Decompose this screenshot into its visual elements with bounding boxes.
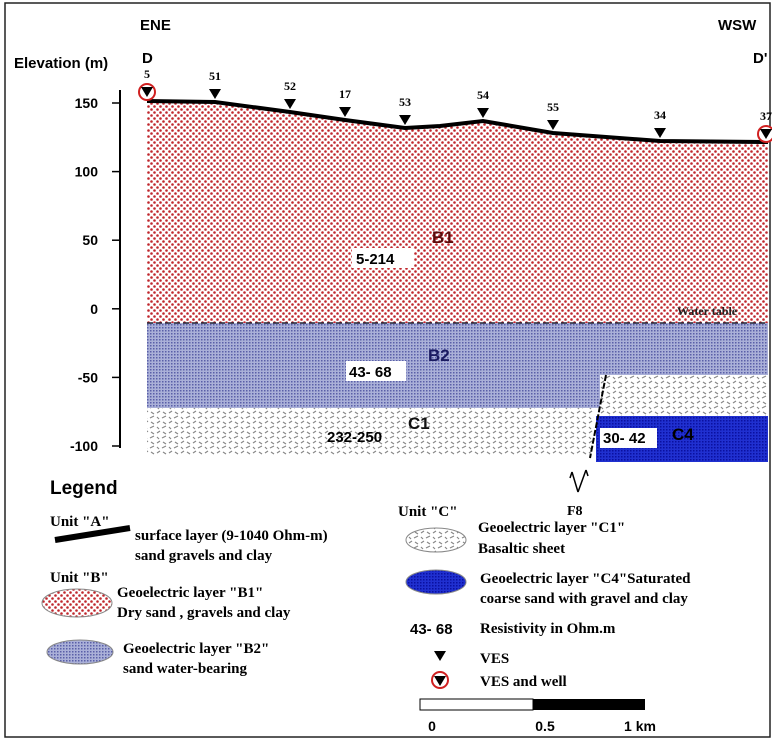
layer-c1-right-lower xyxy=(598,408,768,416)
legend-symbol-c1 xyxy=(406,528,466,552)
legend-well-symbol xyxy=(434,676,446,686)
ves-label: 5 xyxy=(144,67,150,81)
layer-c1-right xyxy=(600,375,768,408)
section-end: D' xyxy=(753,50,767,67)
ves-label: 17 xyxy=(339,87,351,101)
ves-label: 34 xyxy=(654,108,666,122)
legend-text: Geoelectric layer "C4"Saturated xyxy=(480,571,691,587)
layer-b1 xyxy=(147,101,768,323)
direction-right: WSW xyxy=(718,17,757,34)
water-table-label: Water table xyxy=(677,304,738,318)
legend-unit: Unit "B" xyxy=(50,570,109,586)
legend-text: Basaltic sheet xyxy=(478,541,565,557)
ves-symbol xyxy=(399,115,411,125)
legend-resistivity-sample: 43- 68 xyxy=(410,621,453,638)
legend-symbol-b1 xyxy=(42,589,112,617)
scale-label: 1 km xyxy=(624,718,656,734)
tick-label: 50 xyxy=(82,232,98,248)
tick-label: 0 xyxy=(90,301,98,317)
axis-title: Elevation (m) xyxy=(14,55,108,72)
layer-label: B2 xyxy=(428,346,450,365)
tick-label: 150 xyxy=(75,95,99,111)
scale-bar-black xyxy=(533,699,645,710)
legend-text: sand water-bearing xyxy=(123,661,248,677)
scale-label: 0.5 xyxy=(535,718,555,734)
legend-unit: Unit "C" xyxy=(398,504,458,520)
ves-label: 53 xyxy=(399,95,411,109)
fault-symbol xyxy=(570,470,588,492)
section-start: D xyxy=(142,50,153,67)
legend-text: Geoelectric layer "B2" xyxy=(123,641,269,657)
ves-symbol xyxy=(284,99,296,109)
resistivity-label: 5-214 xyxy=(356,251,395,268)
ves-symbol xyxy=(477,108,489,118)
legend-text: Dry sand , gravels and clay xyxy=(117,605,291,621)
scale-label: 0 xyxy=(428,718,436,734)
ves-label: 37 xyxy=(760,109,772,123)
legend-text: Resistivity in Ohm.m xyxy=(480,621,616,637)
ves-label: 54 xyxy=(477,88,489,102)
layer-label: C4 xyxy=(672,425,694,444)
ves-symbol xyxy=(339,107,351,117)
ves-symbol xyxy=(209,89,221,99)
legend-text: VES and well xyxy=(480,674,567,690)
scale-bar-white xyxy=(420,699,533,710)
fault-label: F8 xyxy=(567,504,583,519)
scale-labels: 0 0.5 1 km xyxy=(428,718,656,734)
layer-label: C1 xyxy=(408,414,430,433)
tick-label: -100 xyxy=(70,438,98,454)
ves-symbol xyxy=(654,128,666,138)
legend-text: surface layer (9-1040 Ohm-m) xyxy=(135,528,328,544)
axis-ticks: 150 100 50 0 -50 -100 xyxy=(70,95,120,454)
legend-text: coarse sand with gravel and clay xyxy=(480,591,688,607)
resistivity-label: 30- 42 xyxy=(603,430,646,447)
ves-label: 51 xyxy=(209,69,221,83)
legend-text: VES xyxy=(480,651,509,667)
layer-label: B1 xyxy=(432,228,454,247)
resistivity-label: 232-250 xyxy=(327,429,382,446)
legend-text: sand gravels and clay xyxy=(135,548,273,564)
legend-symbol-b2 xyxy=(47,640,113,664)
tick-label: 100 xyxy=(75,164,99,180)
legend-title: Legend xyxy=(50,478,118,499)
legend-ves-symbol xyxy=(434,651,446,661)
resistivity-label: 43- 68 xyxy=(349,364,392,381)
ves-label: 55 xyxy=(547,100,559,114)
ves-symbol xyxy=(547,120,559,130)
legend-unit: Unit "A" xyxy=(50,514,110,530)
ves-label: 52 xyxy=(284,79,296,93)
legend-symbol-c4 xyxy=(406,570,466,594)
cross-section: ENE WSW D D' Elevation (m) B1 5-214 Wate… xyxy=(0,0,772,738)
tick-label: -50 xyxy=(78,369,98,385)
legend-text: Geoelectric layer "C1" xyxy=(478,520,625,536)
direction-left: ENE xyxy=(140,17,171,34)
legend-text: Geoelectric layer "B1" xyxy=(117,585,263,601)
